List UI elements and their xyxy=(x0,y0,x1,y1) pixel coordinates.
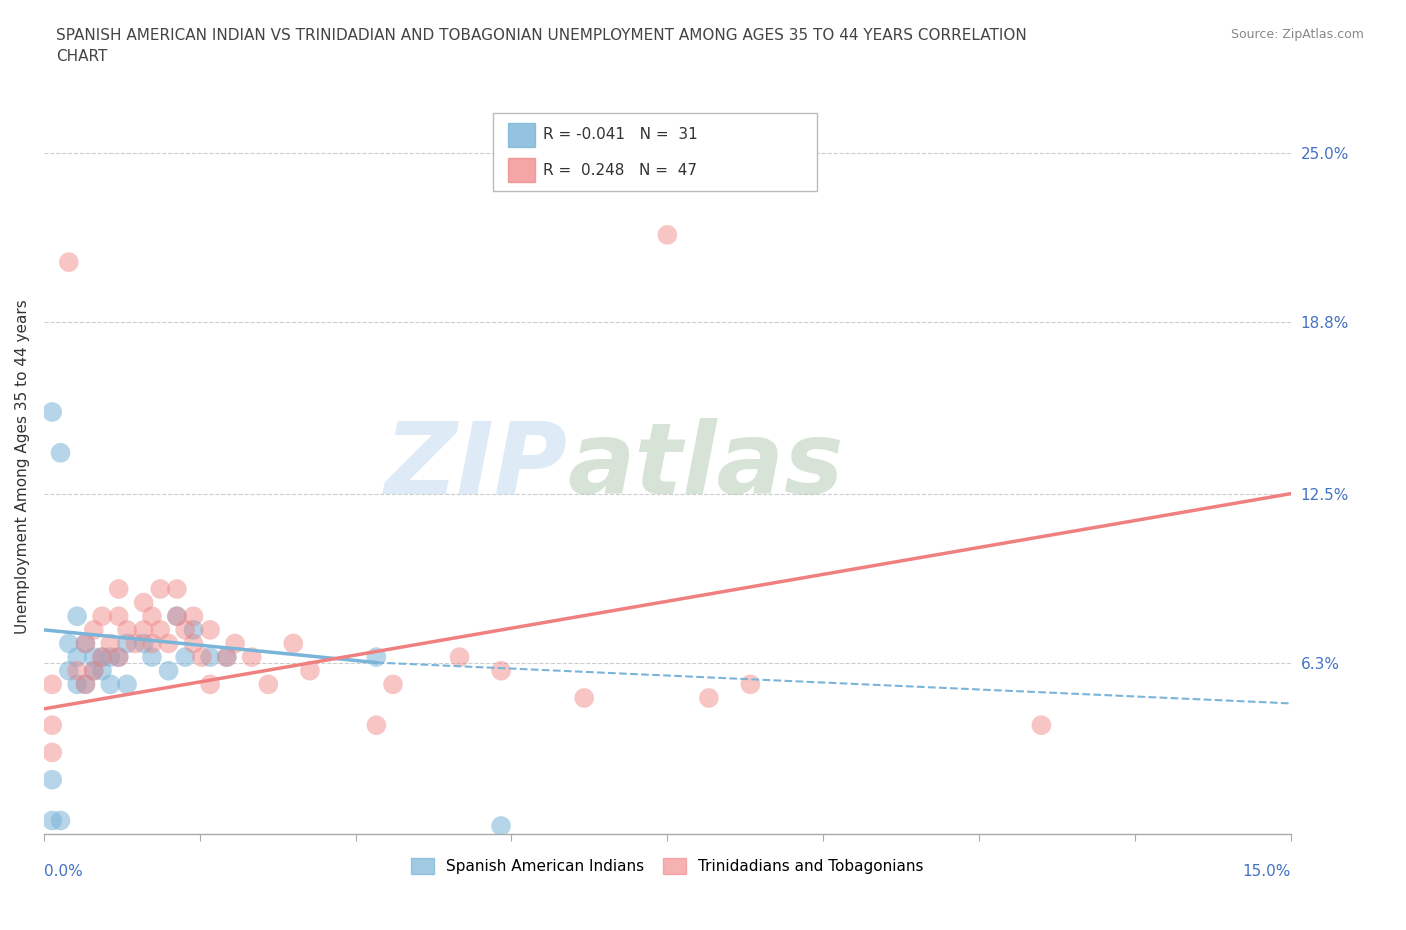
Point xyxy=(157,636,180,651)
Point xyxy=(283,636,305,651)
Point xyxy=(41,405,63,419)
Point xyxy=(298,663,321,678)
Point xyxy=(149,581,172,596)
Text: atlas: atlas xyxy=(568,418,844,515)
Text: 15.0%: 15.0% xyxy=(1243,864,1291,879)
Point xyxy=(75,677,97,692)
Point xyxy=(41,772,63,787)
Point xyxy=(166,581,188,596)
Point xyxy=(198,677,221,692)
Point xyxy=(107,581,129,596)
Point xyxy=(91,650,114,665)
Point xyxy=(124,636,146,651)
Point xyxy=(49,445,72,460)
Point xyxy=(132,622,155,637)
Text: R = -0.041   N =  31: R = -0.041 N = 31 xyxy=(543,127,697,142)
Point xyxy=(83,650,105,665)
Point xyxy=(83,663,105,678)
Point xyxy=(115,636,138,651)
Point xyxy=(100,650,122,665)
Text: R =  0.248   N =  47: R = 0.248 N = 47 xyxy=(543,163,696,178)
Point xyxy=(41,677,63,692)
Point xyxy=(183,636,205,651)
Text: SPANISH AMERICAN INDIAN VS TRINIDADIAN AND TOBAGONIAN UNEMPLOYMENT AMONG AGES 35: SPANISH AMERICAN INDIAN VS TRINIDADIAN A… xyxy=(56,28,1026,64)
Point xyxy=(107,650,129,665)
Point xyxy=(449,650,471,665)
Point xyxy=(132,636,155,651)
Point xyxy=(91,663,114,678)
Point xyxy=(91,609,114,624)
Point xyxy=(107,609,129,624)
Point xyxy=(572,690,595,705)
Point xyxy=(240,650,263,665)
FancyBboxPatch shape xyxy=(492,113,817,191)
Point xyxy=(166,609,188,624)
Point xyxy=(198,622,221,637)
Point xyxy=(58,255,80,270)
Point xyxy=(657,228,679,243)
Point xyxy=(191,650,214,665)
Bar xyxy=(508,158,536,181)
Point xyxy=(66,677,89,692)
Point xyxy=(75,636,97,651)
Point xyxy=(91,650,114,665)
Point xyxy=(215,650,238,665)
Point xyxy=(100,677,122,692)
Point xyxy=(697,690,720,705)
Point xyxy=(174,650,197,665)
Point xyxy=(183,609,205,624)
Point xyxy=(83,622,105,637)
Point xyxy=(41,718,63,733)
Point xyxy=(740,677,762,692)
Point xyxy=(183,622,205,637)
Bar xyxy=(508,123,536,147)
Point xyxy=(41,745,63,760)
Text: 0.0%: 0.0% xyxy=(44,864,83,879)
Point xyxy=(49,813,72,828)
Point xyxy=(157,663,180,678)
Point xyxy=(1031,718,1053,733)
Point xyxy=(115,677,138,692)
Point xyxy=(198,650,221,665)
Point xyxy=(215,650,238,665)
Point xyxy=(141,636,163,651)
Point xyxy=(83,663,105,678)
Point xyxy=(224,636,246,651)
Text: ZIP: ZIP xyxy=(385,418,568,515)
Point xyxy=(66,650,89,665)
Point xyxy=(141,650,163,665)
Point xyxy=(58,663,80,678)
Point xyxy=(75,636,97,651)
Legend: Spanish American Indians, Trinidadians and Tobagonians: Spanish American Indians, Trinidadians a… xyxy=(411,858,924,874)
Point xyxy=(149,622,172,637)
Point xyxy=(366,650,388,665)
Point xyxy=(66,663,89,678)
Point xyxy=(489,818,512,833)
Y-axis label: Unemployment Among Ages 35 to 44 years: Unemployment Among Ages 35 to 44 years xyxy=(15,299,30,634)
Point xyxy=(166,609,188,624)
Point xyxy=(366,718,388,733)
Point xyxy=(41,813,63,828)
Point xyxy=(75,677,97,692)
Point xyxy=(58,636,80,651)
Point xyxy=(66,609,89,624)
Text: Source: ZipAtlas.com: Source: ZipAtlas.com xyxy=(1230,28,1364,41)
Point xyxy=(174,622,197,637)
Point xyxy=(489,663,512,678)
Point xyxy=(382,677,405,692)
Point xyxy=(257,677,280,692)
Point xyxy=(132,595,155,610)
Point xyxy=(115,622,138,637)
Point xyxy=(100,636,122,651)
Point xyxy=(107,650,129,665)
Point xyxy=(141,609,163,624)
